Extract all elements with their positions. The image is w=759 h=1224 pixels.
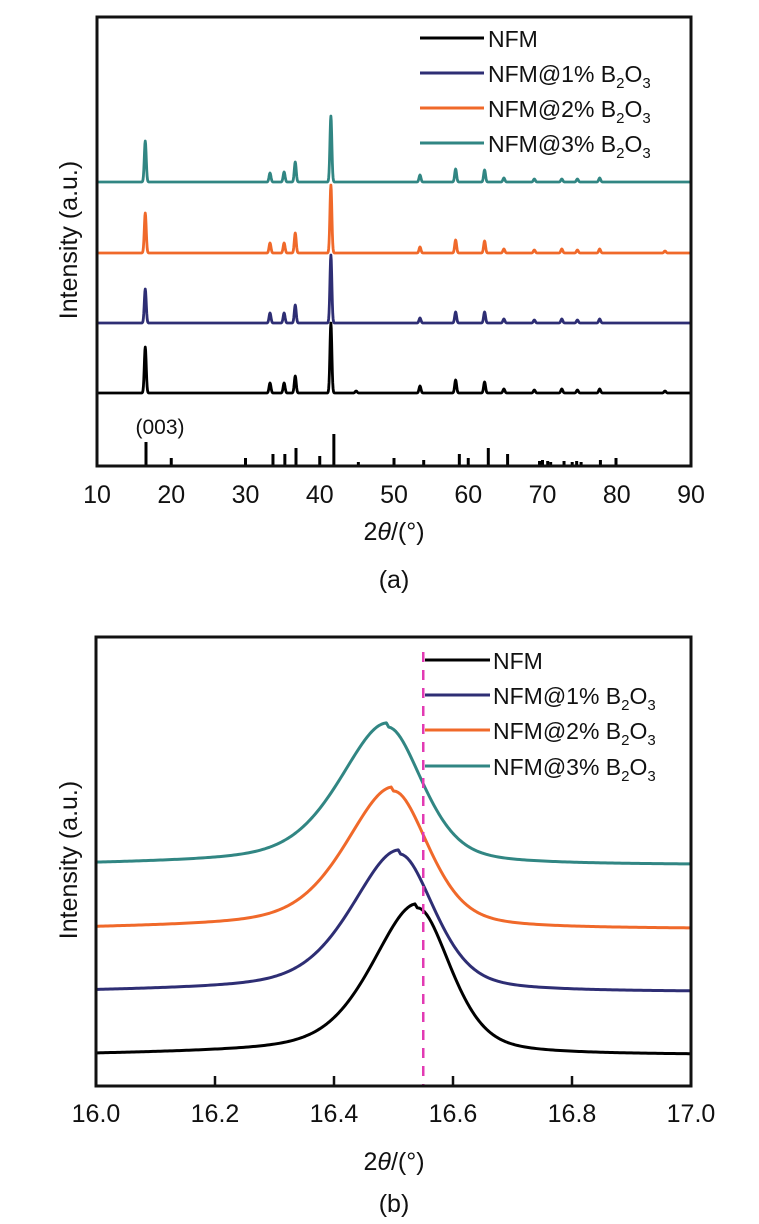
legend-label: NFM bbox=[493, 648, 543, 674]
panel-b-legend-item-nfm-1-b-o: NFM@1% B2O3 bbox=[425, 683, 656, 714]
panel-a-reference-sticks bbox=[144, 434, 618, 466]
panel-a-annotation-003: (003) bbox=[135, 416, 184, 439]
panel-b-x-tick-label: 17.0 bbox=[667, 1100, 716, 1128]
panel-a-label: (a) bbox=[379, 566, 410, 594]
panel-b-x-axis-title: 2θ/(°) bbox=[363, 1148, 424, 1176]
panel-a-legend-item-nfm-3-b-o: NFM@3% B2O3 bbox=[420, 131, 651, 162]
panel-b-x-ticks: 16.0 16.2 16.4 16.6 16.8 17.0 bbox=[72, 1076, 716, 1128]
panel-b-x-tick-label: 16.6 bbox=[429, 1100, 478, 1128]
legend-label: NFM@2% B2O3 bbox=[488, 96, 651, 127]
panel-a-x-tick-label: 10 bbox=[83, 481, 111, 509]
panel-a-x-tick-label: 80 bbox=[603, 481, 631, 509]
legend-label: NFM bbox=[488, 26, 538, 52]
panel-b-series-group bbox=[95, 721, 692, 1056]
panel-a-x-tick-label: 40 bbox=[306, 481, 334, 509]
panel-a-series-nfm bbox=[95, 321, 693, 395]
panel-a-legend: NFM NFM@1% B2O3 NFM@2% B2O3 NFM@3% B2O3 bbox=[420, 26, 651, 162]
panel-b-series-nfm-2-b-o bbox=[95, 785, 692, 930]
panel-a-x-tick-label: 70 bbox=[529, 481, 557, 509]
legend-label: NFM@3% B2O3 bbox=[488, 131, 651, 162]
panel-a-series-group bbox=[95, 114, 693, 395]
panel-b-series-nfm-1-b-o bbox=[95, 848, 692, 993]
panel-b-legend-item-nfm: NFM bbox=[425, 648, 543, 674]
panel-a-x-tick-label: 60 bbox=[454, 481, 482, 509]
legend-label: NFM@1% B2O3 bbox=[493, 683, 656, 714]
panel-a-legend-item-nfm: NFM bbox=[420, 26, 538, 52]
legend-label: NFM@1% B2O3 bbox=[488, 61, 651, 92]
panel-b-legend-item-nfm-3-b-o: NFM@3% B2O3 bbox=[425, 754, 656, 785]
panel-a-x-tick-label: 90 bbox=[677, 481, 705, 509]
panel-a-series-nfm-3-b-o bbox=[95, 114, 693, 184]
panel-b-series-nfm-3-b-o bbox=[95, 721, 692, 866]
panel-a-legend-item-nfm-1-b-o: NFM@1% B2O3 bbox=[420, 61, 651, 92]
panel-b-chart: 16.0 16.2 16.4 16.6 16.8 17.0 Intensity (a.u.… bbox=[55, 635, 716, 1218]
panel-a-plot-frame bbox=[95, 15, 693, 468]
panel-a-chart: 10 20 30 40 50 60 70 80 90 (003) Intensity (a.u.… bbox=[55, 15, 705, 594]
panel-b-plot-frame bbox=[94, 635, 693, 1088]
panel-b-x-tick-label: 16.8 bbox=[548, 1100, 597, 1128]
panel-b-y-axis-title: Intensity (a.u.) bbox=[55, 781, 83, 939]
panel-a-x-ticks: 10 20 30 40 50 60 70 80 90 bbox=[83, 481, 705, 509]
panel-a-x-tick-label: 50 bbox=[380, 481, 408, 509]
panel-b-x-tick-label: 16.4 bbox=[310, 1100, 359, 1128]
panel-a-series-nfm-1-b-o bbox=[95, 253, 693, 325]
panel-b-legend: NFM NFM@1% B2O3 NFM@2% B2O3 NFM@3% B2O3 bbox=[425, 648, 656, 785]
legend-label: NFM@2% B2O3 bbox=[493, 718, 656, 749]
panel-a-legend-item-nfm-2-b-o: NFM@2% B2O3 bbox=[420, 96, 651, 127]
legend-label: NFM@3% B2O3 bbox=[493, 754, 656, 785]
panel-a-x-axis-title: 2θ/(°) bbox=[363, 518, 424, 546]
panel-b-x-tick-label: 16.2 bbox=[191, 1100, 240, 1128]
panel-a-series-nfm-2-b-o bbox=[95, 183, 693, 255]
panel-a-x-tick-label: 20 bbox=[157, 481, 185, 509]
panel-a-x-tick-label: 30 bbox=[232, 481, 260, 509]
panel-b-legend-item-nfm-2-b-o: NFM@2% B2O3 bbox=[425, 718, 656, 749]
panel-a-y-axis-title: Intensity (a.u.) bbox=[55, 161, 83, 319]
panel-b-label: (b) bbox=[379, 1190, 410, 1218]
panel-b-series-nfm bbox=[95, 902, 692, 1056]
panel-b-x-tick-label: 16.0 bbox=[72, 1100, 121, 1128]
